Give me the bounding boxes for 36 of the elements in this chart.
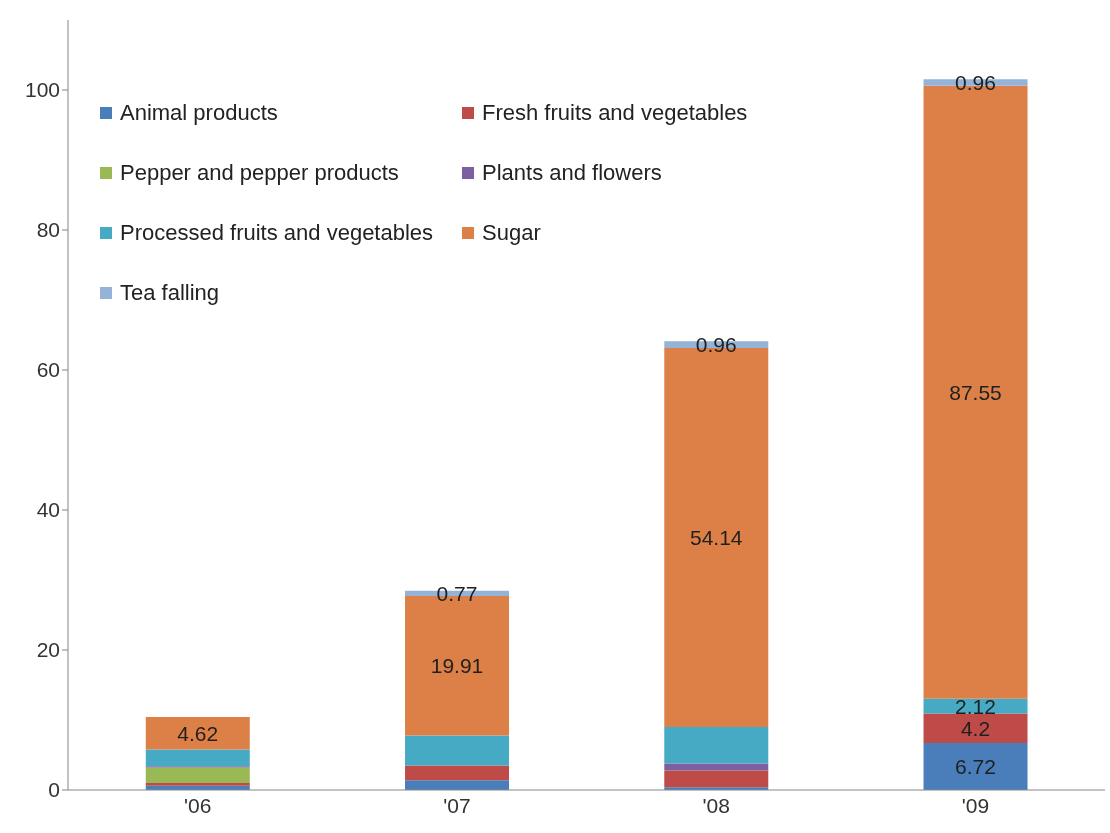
bar: [923, 742, 1028, 790]
data-label: 19.91: [430, 654, 484, 678]
data-label: 4.62: [177, 721, 219, 745]
bar: [405, 735, 510, 766]
y-tick-label: 100: [24, 78, 60, 102]
y-tick-label: 20: [36, 638, 60, 662]
x-tick-label: '06: [183, 793, 212, 817]
bar: [664, 770, 769, 788]
y-tick-label: 80: [36, 218, 60, 242]
legend-label: Plants and flowers: [482, 160, 662, 186]
x-tick-label: '08: [702, 793, 730, 817]
bar: [405, 780, 510, 790]
legend-label: Fresh fruits and vegetables: [482, 100, 748, 126]
data-label: 54.14: [689, 525, 743, 549]
y-tick-label: 60: [36, 358, 60, 382]
data-label: 87.55: [949, 380, 1002, 404]
bar: [145, 767, 250, 783]
bar: [145, 783, 250, 786]
x-tick-label: '09: [961, 793, 990, 817]
legend-label: Sugar: [482, 220, 541, 246]
bar: [664, 727, 769, 764]
y-tick-label: 0: [48, 778, 60, 802]
legend-label: Pepper and pepper products: [120, 160, 399, 186]
bar: [405, 765, 510, 781]
legend-label: Tea falling: [120, 280, 220, 306]
data-label: 6.72: [955, 754, 996, 778]
data-label: 4.2: [960, 716, 991, 740]
legend-label: Processed fruits and vegetables: [120, 220, 434, 246]
y-tick-label: 40: [36, 498, 60, 522]
x-tick-label: '07: [443, 793, 471, 817]
data-label: 2.12: [955, 694, 996, 718]
bar: [664, 763, 769, 771]
bar: [145, 749, 250, 767]
legend-label: Animal products: [120, 100, 278, 126]
bar: [145, 717, 250, 750]
bar: [923, 713, 1028, 743]
